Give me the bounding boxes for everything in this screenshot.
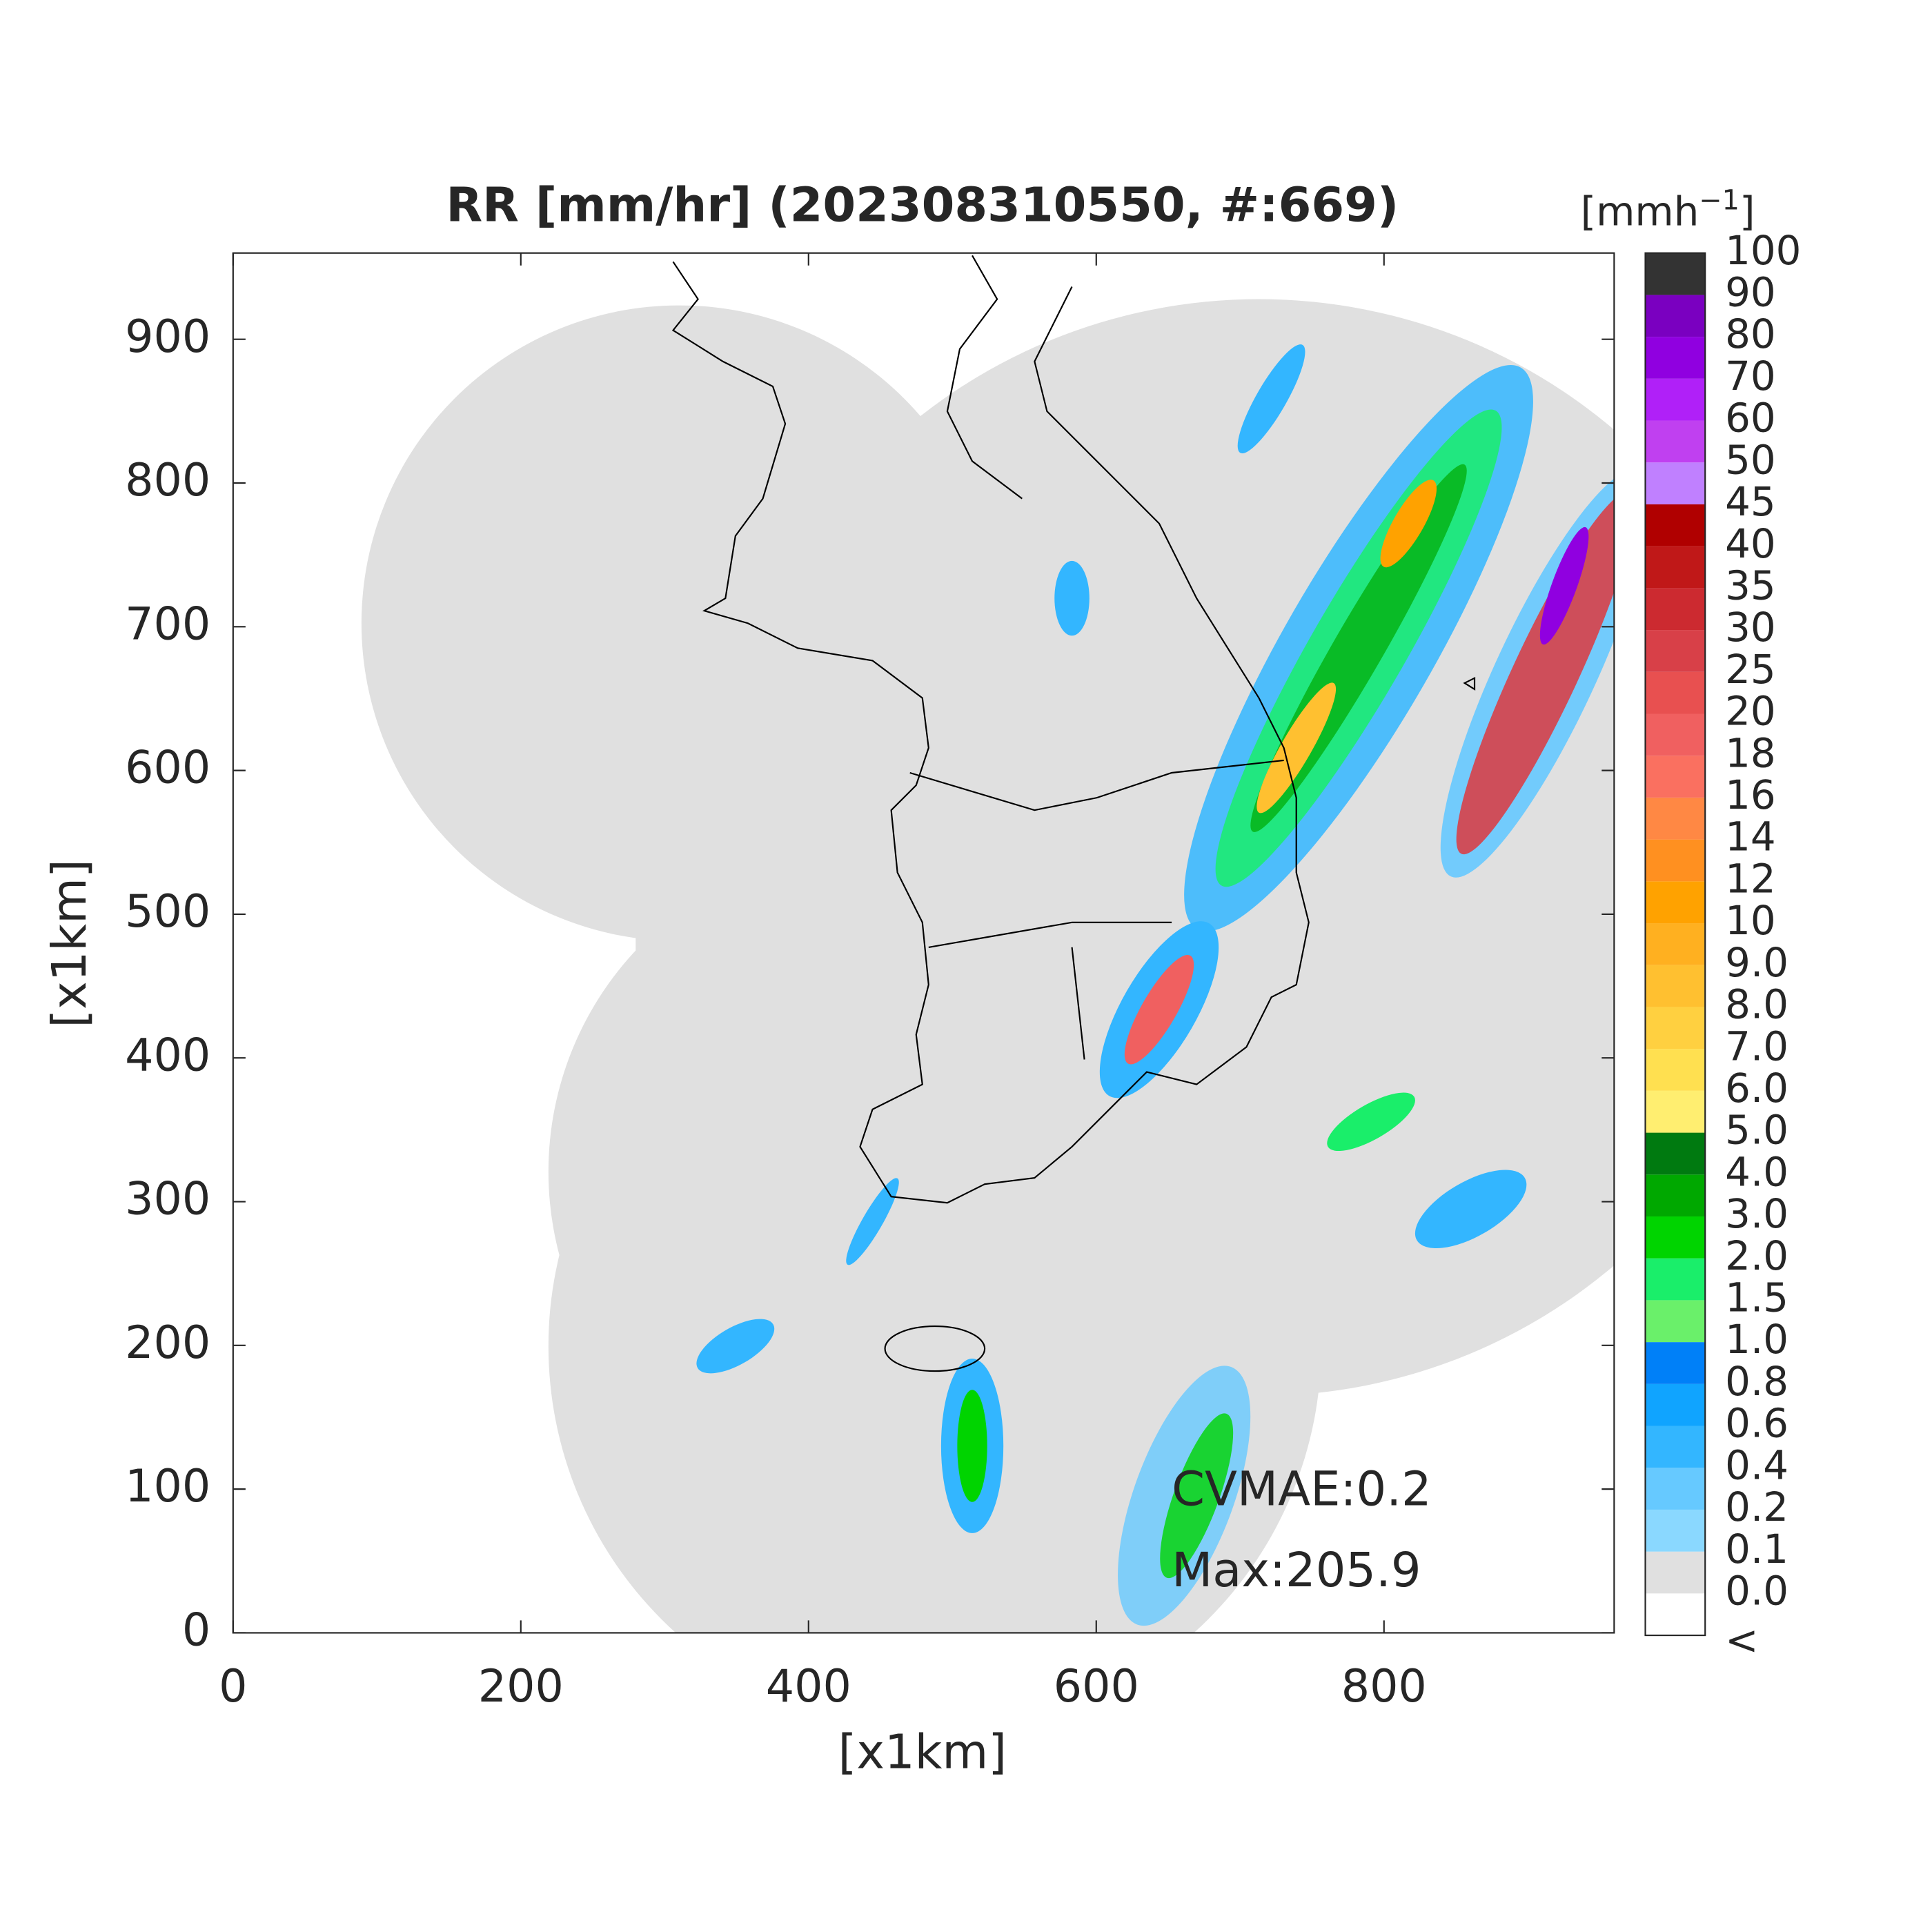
colorbar-label: 0.0: [1725, 1567, 1788, 1614]
colorbar-bin: [1645, 839, 1706, 882]
colorbar-bin: [1645, 1132, 1706, 1175]
colorbar-label: 1.0: [1725, 1316, 1788, 1363]
y-tick-label: 700: [125, 598, 210, 650]
colorbar-bin: [1645, 1300, 1706, 1343]
colorbar-label: <: [1725, 1617, 1758, 1664]
chart-title: RR [mm/hr] (202308310550, #:669): [446, 178, 1399, 233]
colorbar-bin: [1645, 253, 1706, 295]
y-tick-label: 0: [182, 1605, 210, 1657]
colorbar-bin: [1645, 797, 1706, 840]
colorbar-bin: [1645, 546, 1706, 589]
colorbar-label: 0.4: [1725, 1441, 1788, 1488]
rain-field: [696, 344, 1615, 1626]
colorbar-bin: [1645, 923, 1706, 965]
y-tick-label: 500: [125, 886, 210, 938]
colorbar-bin: [1645, 337, 1706, 379]
annotation: CVMAE:0.2: [1172, 1461, 1432, 1517]
colorbar-label: 16: [1725, 771, 1776, 818]
x-tick-label: 800: [1341, 1661, 1427, 1713]
colorbar-label: 0.1: [1725, 1526, 1788, 1573]
colorbar-label: 40: [1725, 520, 1776, 567]
colorbar-label: 9.0: [1725, 939, 1788, 986]
colorbar-bin: [1645, 420, 1706, 463]
colorbar-bin: [1645, 1426, 1706, 1468]
x-tick-label: 600: [1054, 1661, 1139, 1713]
colorbar-bin: [1645, 713, 1706, 756]
x-tick-label: 200: [478, 1661, 564, 1713]
colorbar-label: 90: [1725, 269, 1776, 316]
colorbar-label: 4.0: [1725, 1148, 1788, 1195]
y-tick-label: 600: [125, 742, 210, 794]
colorbar-label: 50: [1725, 436, 1776, 483]
colorbar-label: 100: [1725, 227, 1801, 274]
colorbar-label: 0.2: [1725, 1483, 1788, 1530]
y-tick-label: 900: [125, 311, 210, 363]
colorbar-label: 8.0: [1725, 981, 1788, 1028]
colorbar-bin: [1645, 1258, 1706, 1301]
x-axis-label: [x1km]: [838, 1725, 1007, 1780]
y-axis-label: [x1km]: [42, 859, 97, 1027]
colorbar-unit: [mmh−1]: [1581, 184, 1755, 235]
colorbar-label: 10: [1725, 897, 1776, 944]
coastlines: [671, 255, 1476, 1372]
y-tick-label: 800: [125, 455, 210, 506]
colorbar-bin: [1645, 756, 1706, 798]
colorbar-label: 20: [1725, 688, 1776, 735]
x-tick-label: 0: [219, 1661, 247, 1713]
colorbar-label: 80: [1725, 310, 1776, 357]
colorbar-bin: [1645, 1216, 1706, 1259]
colorbar-bin: [1645, 1551, 1706, 1594]
colorbar-bin: [1645, 1007, 1706, 1049]
colorbar-bin: [1645, 1342, 1706, 1384]
colorbar-label: 6.0: [1725, 1065, 1788, 1112]
colorbar-bin: [1645, 295, 1706, 337]
colorbar-label: 45: [1725, 478, 1776, 525]
colorbar-label: 0.8: [1725, 1358, 1788, 1405]
colorbar-bin: [1645, 1174, 1706, 1216]
annotation: Max:205.9: [1172, 1543, 1421, 1598]
radar-coverage: [361, 255, 1615, 1633]
colorbar-bin: [1645, 965, 1706, 1007]
colorbar-label: 7.0: [1725, 1023, 1788, 1070]
colorbar-bin: [1645, 462, 1706, 504]
colorbar-bin: [1645, 1593, 1706, 1636]
y-tick-label: 100: [125, 1461, 210, 1512]
y-tick-label: 200: [125, 1317, 210, 1369]
colorbar-bin: [1645, 504, 1706, 546]
colorbar-label: 25: [1725, 646, 1776, 693]
colorbar-label: 30: [1725, 604, 1776, 651]
x-tick-label: 400: [766, 1661, 851, 1713]
colorbar-label: 3.0: [1725, 1190, 1788, 1237]
colorbar-bin: [1645, 630, 1706, 672]
colorbar-label: 14: [1725, 814, 1776, 860]
colorbar-bin: [1645, 1049, 1706, 1091]
colorbar-label: 12: [1725, 855, 1776, 902]
colorbar-label: 2.0: [1725, 1232, 1788, 1279]
colorbar-bin: [1645, 1509, 1706, 1552]
colorbar-label: 0.6: [1725, 1400, 1788, 1447]
y-tick-label: 400: [125, 1029, 210, 1081]
colorbar-bin: [1645, 881, 1706, 924]
colorbar-label: 5.0: [1725, 1107, 1788, 1154]
y-tick-label: 300: [125, 1174, 210, 1225]
plot-frame: [232, 252, 1615, 1634]
colorbar-bin: [1645, 1090, 1706, 1133]
colorbar-bin: [1645, 671, 1706, 714]
colorbar-bin: [1645, 1468, 1706, 1510]
colorbar-bin: [1645, 378, 1706, 421]
colorbar-label: 70: [1725, 353, 1776, 400]
colorbar-label: 60: [1725, 395, 1776, 442]
colorbar-label: 1.5: [1725, 1274, 1788, 1321]
colorbar-bin: [1645, 588, 1706, 631]
colorbar-frame: [1644, 252, 1706, 1637]
colorbar-label: 35: [1725, 562, 1776, 609]
colorbar-bin: [1645, 1383, 1706, 1426]
colorbar-label: 18: [1725, 729, 1776, 776]
